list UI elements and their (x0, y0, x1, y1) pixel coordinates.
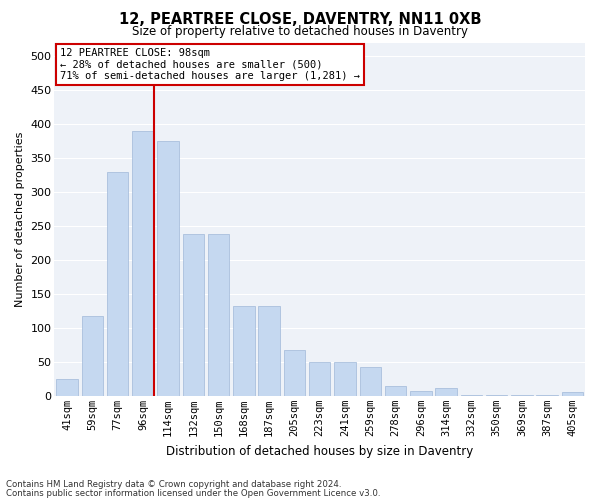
Bar (208, 234, 229, 396)
Bar (385, 386, 406, 396)
Bar (157, 141, 179, 396)
Text: 12, PEARTREE CLOSE, DAVENTRY, NN11 0XB: 12, PEARTREE CLOSE, DAVENTRY, NN11 0XB (119, 12, 481, 28)
Text: Contains HM Land Registry data © Crown copyright and database right 2024.: Contains HM Land Registry data © Crown c… (6, 480, 341, 489)
Bar (182, 234, 204, 396)
Bar (56, 379, 78, 396)
Text: 12 PEARTREE CLOSE: 98sqm
← 28% of detached houses are smaller (500)
71% of semi-: 12 PEARTREE CLOSE: 98sqm ← 28% of detach… (60, 48, 360, 81)
Bar (233, 306, 254, 396)
Bar (410, 391, 431, 396)
Bar (461, 394, 482, 396)
Bar (436, 388, 457, 396)
Bar (511, 394, 533, 396)
Bar (334, 362, 356, 396)
Bar (284, 350, 305, 396)
Bar (259, 306, 280, 396)
Bar (486, 394, 508, 396)
Bar (562, 392, 583, 396)
Bar (132, 131, 154, 396)
Text: Size of property relative to detached houses in Daventry: Size of property relative to detached ho… (132, 25, 468, 38)
Bar (82, 316, 103, 396)
Bar (536, 394, 558, 396)
Bar (107, 172, 128, 396)
Text: Contains public sector information licensed under the Open Government Licence v3: Contains public sector information licen… (6, 488, 380, 498)
Bar (359, 366, 381, 396)
X-axis label: Distribution of detached houses by size in Daventry: Distribution of detached houses by size … (166, 444, 473, 458)
Bar (309, 362, 331, 396)
Y-axis label: Number of detached properties: Number of detached properties (15, 132, 25, 307)
